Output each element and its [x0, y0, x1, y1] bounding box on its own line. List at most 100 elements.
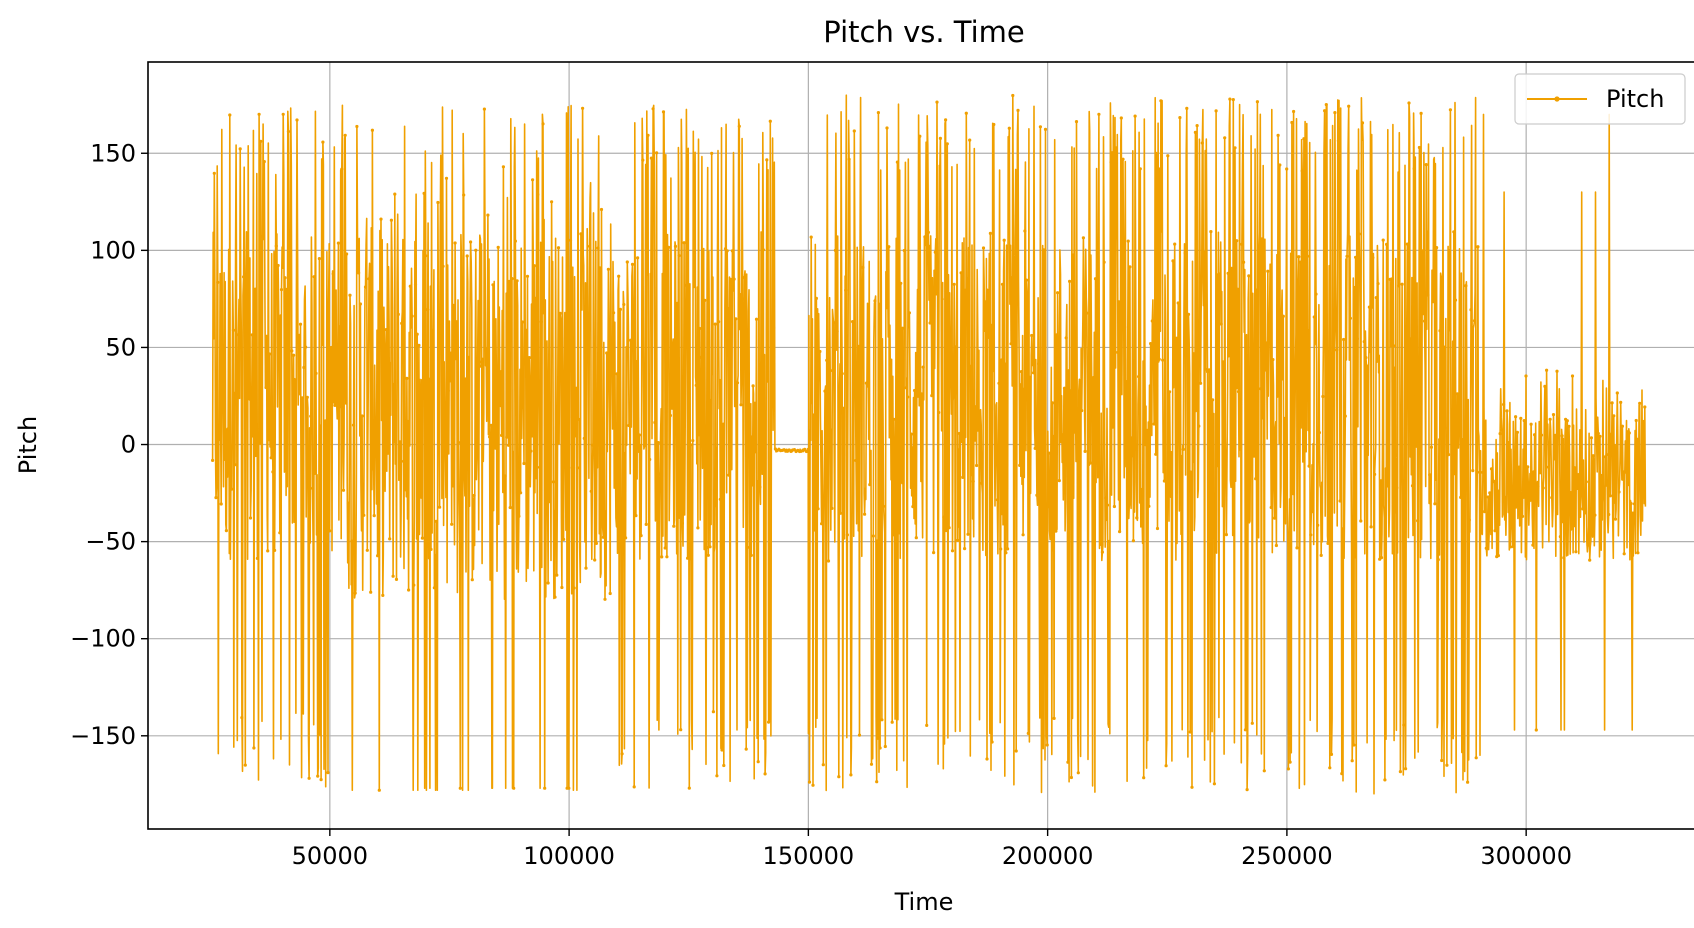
pitch-marker — [648, 457, 652, 462]
pitch-marker — [1004, 551, 1008, 555]
pitch-marker — [1261, 416, 1265, 420]
pitch-marker — [627, 423, 631, 428]
pitch-marker — [845, 533, 850, 537]
pitch-marker — [646, 133, 650, 137]
pitch-marker — [1300, 169, 1304, 173]
pitch-marker — [684, 283, 688, 287]
pitch-marker — [463, 377, 468, 381]
pitch-marker — [506, 443, 511, 447]
pitch-marker — [1190, 785, 1194, 789]
pitch-marker — [737, 124, 741, 128]
pitch-marker — [981, 246, 986, 250]
pitch-marker — [503, 474, 507, 478]
pitch-marker — [219, 502, 223, 506]
pitch-marker — [756, 760, 760, 764]
pitch-marker — [906, 395, 910, 399]
pitch-marker — [682, 241, 686, 245]
pitch-marker — [481, 357, 485, 361]
pitch-marker — [326, 771, 330, 775]
pitch-marker — [1252, 454, 1256, 458]
pitch-marker — [376, 554, 380, 558]
x-tick-label: 150000 — [763, 842, 855, 870]
pitch-marker — [1488, 491, 1492, 495]
pitch-marker — [1066, 760, 1070, 764]
pitch-marker — [1603, 455, 1607, 459]
pitch-marker — [254, 453, 258, 458]
pitch-marker — [751, 384, 755, 388]
pitch-marker — [1405, 242, 1409, 246]
pitch-marker — [916, 394, 920, 398]
pitch-marker — [1242, 260, 1246, 264]
pitch-marker — [826, 559, 831, 563]
pitch-marker — [1417, 145, 1421, 150]
pitch-marker — [1496, 554, 1500, 558]
pitch-marker — [1126, 239, 1130, 243]
pitch-marker — [1133, 114, 1137, 118]
pitch-marker — [1100, 550, 1104, 554]
pitch-marker — [1273, 516, 1277, 520]
pitch-marker — [1538, 449, 1542, 453]
pitch-marker — [1199, 381, 1203, 385]
pitch-marker — [1360, 121, 1365, 125]
pitch-marker — [928, 321, 932, 325]
pitch-marker — [634, 514, 638, 518]
pitch-marker — [214, 496, 218, 500]
pitch-marker — [660, 555, 664, 559]
pitch-marker — [715, 774, 719, 778]
pitch-marker — [1164, 764, 1168, 768]
pitch-marker — [1514, 415, 1518, 419]
pitch-marker — [1612, 414, 1616, 418]
pitch-marker — [617, 274, 621, 278]
pitch-marker — [1171, 259, 1175, 263]
pitch-marker — [895, 160, 900, 164]
pitch-marker — [840, 372, 844, 376]
pitch-marker — [639, 534, 643, 538]
pitch-marker — [907, 311, 912, 315]
y-tick-label: 100 — [90, 236, 136, 264]
pitch-marker — [985, 757, 989, 761]
pitch-marker — [369, 590, 373, 594]
legend: Pitch — [1514, 73, 1686, 125]
pitch-marker — [555, 573, 559, 577]
pitch-marker — [1428, 473, 1432, 477]
pitch-marker — [875, 780, 879, 784]
pitch-marker — [1477, 470, 1482, 474]
pitch-marker — [1174, 336, 1179, 340]
pitch-marker — [730, 249, 735, 253]
pitch-marker — [852, 129, 856, 133]
pitch-marker — [1269, 505, 1273, 510]
pitch-marker — [722, 763, 726, 768]
y-tick-label: 50 — [105, 333, 136, 361]
pitch-marker — [876, 111, 881, 115]
pitch-marker — [1534, 728, 1538, 732]
pitch-marker — [1567, 424, 1571, 428]
pitch-marker — [768, 119, 772, 123]
pitch-marker — [814, 296, 819, 300]
pitch-marker — [754, 317, 759, 321]
pitch-marker — [727, 473, 731, 477]
pitch-marker — [276, 263, 280, 268]
pitch-marker — [720, 748, 724, 752]
pitch-marker — [479, 364, 483, 368]
pitch-marker — [372, 514, 376, 518]
pitch-marker — [556, 246, 561, 250]
pitch-marker — [470, 578, 474, 582]
pitch-marker — [1414, 392, 1418, 396]
pitch-marker — [1061, 433, 1065, 437]
pitch-marker — [1641, 419, 1645, 424]
pitch-marker — [765, 158, 769, 162]
pitch-marker — [1080, 409, 1084, 413]
pitch-marker — [670, 406, 674, 410]
pitch-marker — [259, 139, 263, 143]
pitch-marker — [1324, 103, 1328, 107]
pitch-marker — [940, 297, 944, 301]
pitch-marker — [1598, 434, 1602, 438]
pitch-marker — [913, 388, 917, 393]
pitch-marker — [370, 128, 374, 132]
pitch-marker — [1474, 756, 1478, 760]
pitch-marker — [1512, 518, 1516, 522]
pitch-marker — [331, 272, 335, 276]
pitch-marker — [443, 447, 447, 451]
pitch-marker — [312, 275, 316, 279]
pitch-marker — [1581, 507, 1585, 511]
